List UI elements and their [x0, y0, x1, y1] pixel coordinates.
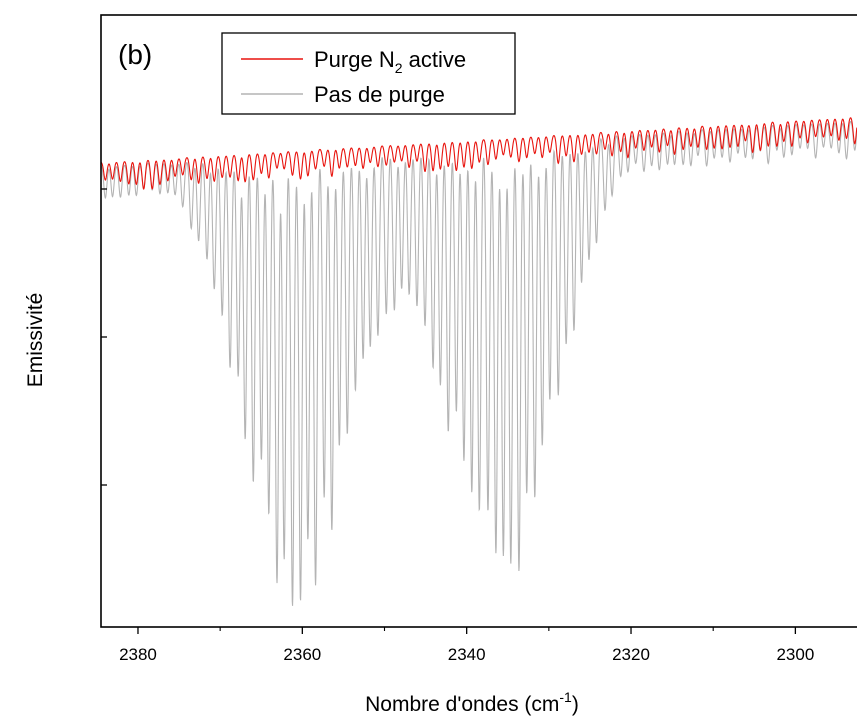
x-tick-label: 2380: [119, 645, 157, 664]
panel-label: (b): [118, 39, 152, 70]
series-layer: [101, 117, 857, 606]
plot-frame: [100, 14, 857, 628]
legend-label-purge: Purge N2 active: [314, 47, 466, 76]
axes: 2380 2360 2340 2320 2300: [100, 14, 857, 664]
x-axis-ticks: 2380 2360 2340 2320 2300: [119, 627, 814, 664]
y-axis-label: Emissivité: [24, 293, 47, 388]
x-tick-label: 2340: [448, 645, 486, 664]
legend-label-no-purge: Pas de purge: [314, 82, 445, 107]
x-tick-label: 2360: [283, 645, 321, 664]
x-axis-label: Nombre d'ondes (cm-1): [365, 689, 579, 716]
legend-box: [221, 32, 516, 115]
x-tick-label: 2320: [612, 645, 650, 664]
series-line-pas-de-purge: [101, 120, 857, 606]
y-axis-minor-ticks: [101, 188, 107, 486]
x-tick-label: 2300: [776, 645, 814, 664]
series-line-purge-n2-active: [101, 117, 857, 190]
legend: Purge N2 active Pas de purge: [221, 32, 516, 115]
